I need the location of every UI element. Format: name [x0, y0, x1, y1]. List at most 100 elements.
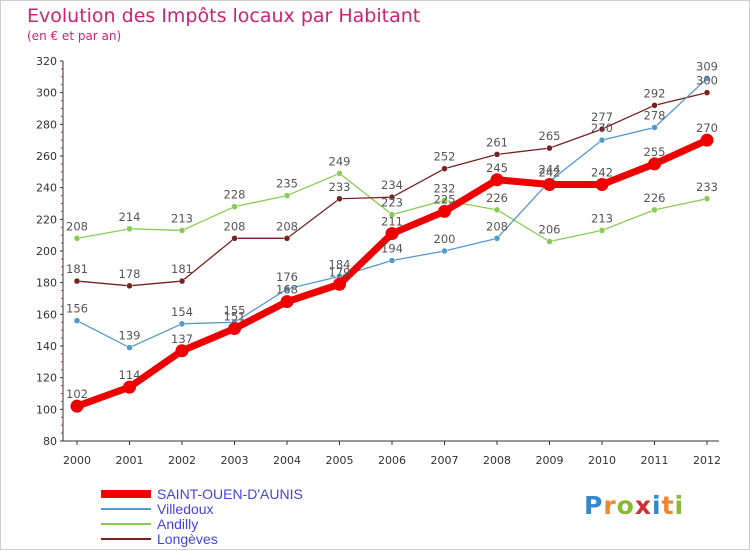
- data-point: [178, 277, 186, 285]
- data-label: 265: [539, 129, 561, 143]
- data-label: 213: [171, 211, 193, 225]
- data-point: [70, 399, 84, 413]
- data-label: 292: [644, 86, 666, 100]
- data-label: 226: [644, 191, 666, 205]
- data-point: [283, 192, 291, 199]
- logo-letter: i: [674, 491, 685, 520]
- y-tick-label: 200: [36, 245, 57, 258]
- y-tick-label: 140: [36, 340, 57, 353]
- data-point: [438, 204, 451, 218]
- proxiti-logo: Proxiti: [584, 491, 684, 520]
- data-point: [228, 322, 241, 336]
- y-tick-label: 220: [36, 213, 57, 226]
- y-tick-label: 120: [36, 372, 57, 385]
- legend-item[interactable]: Longèves: [101, 531, 301, 547]
- data-point: [598, 136, 606, 144]
- x-tick-label: 2009: [536, 454, 564, 467]
- x-tick-label: 2011: [641, 454, 669, 467]
- data-label: 206: [539, 223, 561, 237]
- data-label: 223: [381, 196, 403, 210]
- data-point: [333, 277, 346, 291]
- data-point: [388, 211, 396, 218]
- legend: SAINT-OUEN-D'AUNIS Villedoux Andilly Lon…: [101, 486, 303, 547]
- legend-label: Andilly: [157, 516, 199, 532]
- x-tick-label: 2007: [431, 454, 459, 467]
- x-tick-label: 2010: [588, 454, 616, 467]
- data-label: 211: [381, 215, 403, 229]
- data-label: 242: [591, 166, 613, 180]
- data-point: [178, 320, 186, 328]
- data-point: [651, 124, 658, 131]
- data-label: 114: [119, 368, 141, 382]
- data-point: [231, 203, 238, 210]
- data-point: [385, 227, 399, 241]
- data-point: [543, 178, 556, 191]
- data-label: 181: [171, 262, 193, 276]
- data-point: [388, 257, 396, 264]
- data-label: 244: [539, 162, 561, 176]
- data-point: [493, 235, 501, 242]
- logo-letter: i: [652, 491, 662, 520]
- data-point: [598, 125, 606, 133]
- logo-letter: x: [634, 491, 652, 520]
- data-point: [598, 227, 606, 234]
- data-point: [703, 89, 711, 96]
- legend-label: SAINT-OUEN-D'AUNIS: [157, 486, 303, 502]
- data-point: [126, 282, 133, 290]
- data-point: [651, 206, 658, 214]
- data-label: 278: [644, 109, 666, 123]
- y-tick-label: 80: [43, 435, 57, 448]
- legend-item[interactable]: Villedoux: [101, 501, 301, 517]
- legend-item[interactable]: Andilly: [101, 516, 301, 532]
- data-point: [73, 277, 81, 285]
- data-label: 208: [66, 219, 88, 233]
- legend-label: Villedoux: [157, 501, 214, 517]
- legend-item[interactable]: SAINT-OUEN-D'AUNIS: [101, 486, 303, 502]
- data-point: [178, 227, 186, 234]
- chart-subtitle: (en € et par an): [27, 29, 122, 43]
- data-point: [651, 102, 658, 109]
- data-point: [231, 235, 238, 242]
- y-tick-label: 180: [36, 277, 57, 290]
- data-label: 184: [329, 257, 351, 271]
- data-label: 179: [329, 265, 351, 279]
- data-point: [126, 344, 133, 351]
- data-label: 242: [539, 166, 561, 180]
- data-label: 200: [434, 232, 456, 246]
- data-label: 154: [171, 305, 193, 319]
- data-label: 176: [276, 270, 298, 284]
- data-point: [595, 178, 609, 191]
- data-point: [73, 317, 81, 324]
- data-label: 270: [696, 121, 718, 135]
- data-point: [123, 380, 136, 394]
- data-point: [126, 225, 133, 233]
- data-label: 233: [329, 180, 351, 194]
- data-point: [388, 193, 396, 201]
- data-label: 151: [224, 310, 246, 324]
- data-label: 270: [591, 121, 613, 135]
- data-label: 277: [591, 110, 613, 124]
- x-tick-label: 2012: [693, 454, 721, 467]
- data-label: 156: [66, 302, 88, 316]
- data-label: 139: [119, 329, 141, 343]
- data-label: 194: [381, 242, 403, 256]
- data-point: [493, 151, 501, 158]
- data-point: [703, 75, 711, 82]
- x-tick-label: 2000: [63, 454, 91, 467]
- y-tick-label: 280: [36, 118, 57, 131]
- data-label: 214: [119, 210, 141, 224]
- data-label: 213: [591, 211, 613, 225]
- y-tick-label: 300: [36, 87, 57, 100]
- data-label: 261: [486, 135, 508, 149]
- data-label: 245: [486, 161, 508, 175]
- data-point: [441, 247, 448, 255]
- legend-swatch-saint-ouen: [101, 490, 151, 498]
- data-label: 208: [486, 219, 508, 233]
- data-label: 168: [276, 283, 298, 297]
- data-label: 181: [66, 262, 88, 276]
- data-label: 226: [486, 191, 508, 205]
- data-label: 155: [224, 303, 246, 317]
- data-label: 137: [171, 332, 193, 346]
- x-tick-label: 2004: [273, 454, 301, 467]
